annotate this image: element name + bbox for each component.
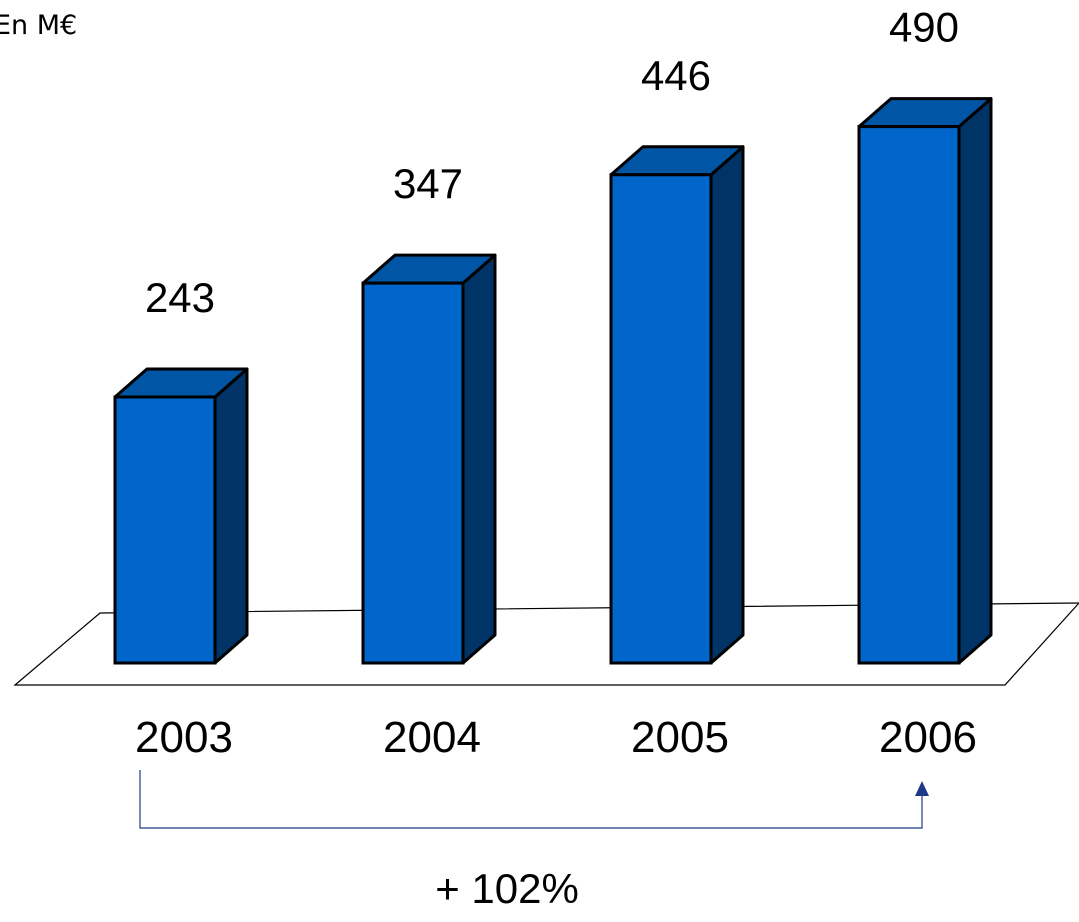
bar-side bbox=[709, 145, 745, 665]
bar-front bbox=[609, 173, 713, 665]
category-labels-group: 2003 2004 2005 2006 bbox=[135, 713, 977, 762]
growth-arrow-connector bbox=[139, 770, 923, 829]
bar-side bbox=[461, 253, 497, 665]
value-label: 490 bbox=[889, 4, 959, 51]
category-label: 2004 bbox=[383, 713, 481, 762]
bar-side bbox=[213, 367, 249, 665]
value-labels-group: 243 347 446 490 bbox=[145, 4, 959, 321]
bar-front bbox=[113, 395, 217, 665]
bar-2004 bbox=[361, 253, 497, 665]
bar-front bbox=[857, 125, 961, 665]
bar-side bbox=[957, 97, 993, 665]
category-label: 2006 bbox=[879, 713, 977, 762]
category-label: 2005 bbox=[631, 713, 729, 762]
bar-front bbox=[361, 281, 465, 665]
value-label: 446 bbox=[641, 52, 711, 99]
chart-floor bbox=[13, 602, 1079, 686]
growth-arrowhead bbox=[915, 781, 929, 796]
value-label: 243 bbox=[145, 274, 215, 321]
bar-2006 bbox=[857, 97, 993, 665]
unit-label: En M€ bbox=[0, 10, 77, 41]
bar-2005 bbox=[609, 145, 745, 665]
growth-label: + 102% bbox=[435, 865, 579, 912]
bars-group bbox=[113, 97, 993, 665]
category-label: 2003 bbox=[135, 713, 233, 762]
value-label: 347 bbox=[393, 160, 463, 207]
bar-2003 bbox=[113, 367, 249, 665]
